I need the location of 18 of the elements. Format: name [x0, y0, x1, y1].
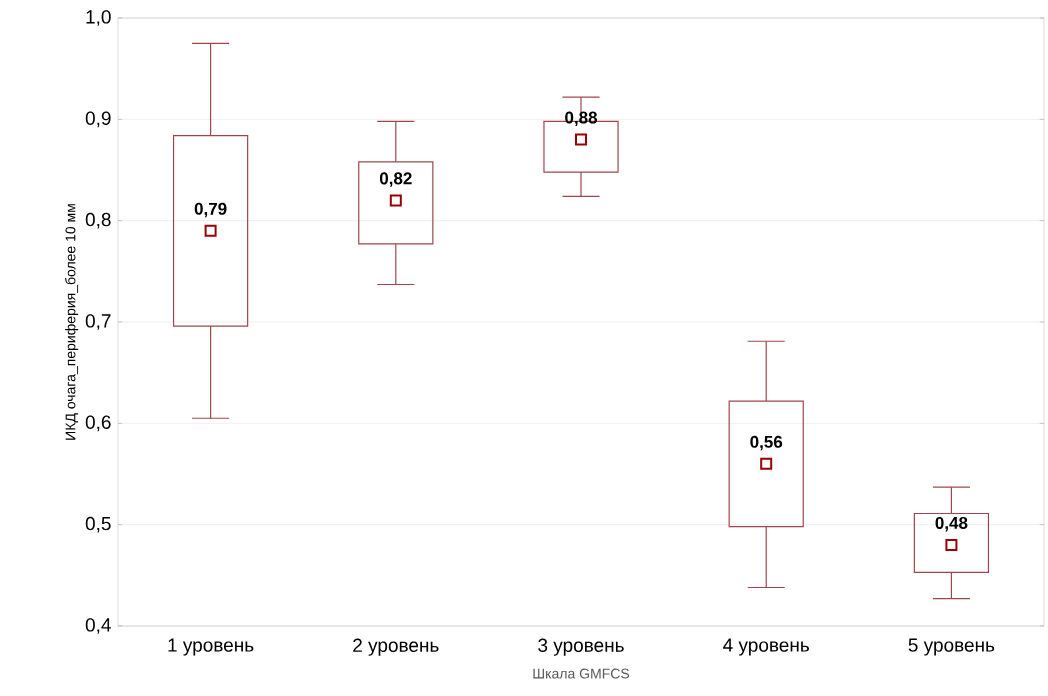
x-tick-label: 1 уровень [168, 638, 254, 656]
y-tick-label: 0,4 [85, 618, 111, 634]
text: 0,79 [194, 202, 227, 218]
x-tick-label: 3 уровень [538, 638, 624, 656]
text: 0,56 [750, 435, 783, 451]
y-tick-label: 1,0 [86, 10, 111, 26]
x-tick-label: 5 уровень [908, 638, 995, 656]
y-axis-title: ИКД очага_периферия_более 10 мм [65, 204, 79, 440]
x-axis-title: Шкала GMFCS [533, 668, 630, 679]
y-tick-label: 0,9 [85, 111, 111, 128]
y-tick-label: 0,7 [85, 314, 111, 330]
y-tick-label: 0,6 [85, 415, 111, 432]
x-tick-label: 4 уровень [723, 638, 809, 656]
text: 0,48 [935, 516, 968, 532]
text: 0,82 [379, 172, 412, 187]
y-tick-label: 0,8 [85, 212, 111, 229]
y-tick-label: 0,5 [85, 516, 111, 533]
x-tick-label: 2 уровень [353, 638, 439, 656]
